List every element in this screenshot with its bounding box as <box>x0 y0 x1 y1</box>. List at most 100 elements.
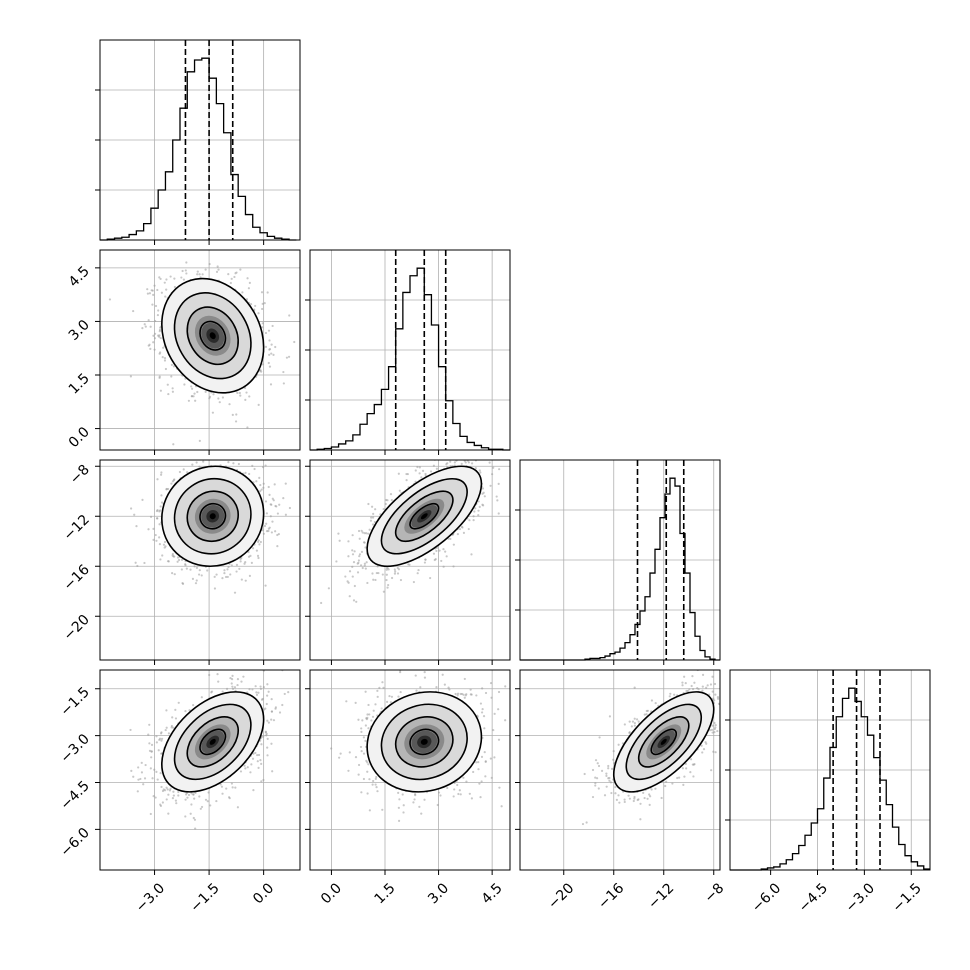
scatter-point <box>358 537 361 540</box>
scatter-point <box>637 720 640 723</box>
scatter-point <box>274 504 277 508</box>
scatter-point <box>246 766 249 769</box>
scatter-point <box>633 722 636 725</box>
scatter-point <box>357 763 361 767</box>
scatter-point <box>141 327 144 330</box>
scatter-point <box>143 777 147 780</box>
scatter-point <box>234 420 238 423</box>
scatter-point <box>142 783 145 786</box>
scatter-point <box>477 500 480 503</box>
scatter-point <box>264 731 268 734</box>
scatter-point <box>483 751 486 754</box>
scatter-point <box>147 528 150 531</box>
scatter-point <box>162 543 166 546</box>
scatter-point <box>453 788 456 791</box>
scatter-point <box>153 337 157 340</box>
scatter-point <box>692 763 695 766</box>
scatter-point <box>339 752 342 755</box>
scatter-point <box>477 761 480 764</box>
scatter-point <box>673 693 676 696</box>
scatter-point <box>446 786 449 790</box>
scatter-point <box>370 505 374 508</box>
scatter-point <box>382 686 385 689</box>
scatter-point <box>236 678 240 681</box>
scatter-point <box>369 519 373 522</box>
scatter-point <box>711 731 714 734</box>
scatter-point <box>150 750 153 753</box>
scatter-point <box>320 601 323 605</box>
scatter-panel-1-2 <box>305 459 511 665</box>
scatter-point <box>449 537 452 541</box>
scatter-point <box>259 483 262 487</box>
scatter-point <box>368 528 371 531</box>
scatter-point <box>363 532 366 535</box>
scatter-point <box>172 365 176 368</box>
scatter-point <box>385 566 388 569</box>
scatter-point <box>493 712 496 715</box>
scatter-point <box>504 685 507 688</box>
scatter-point <box>386 700 389 704</box>
scatter-point <box>278 503 281 506</box>
scatter-point <box>238 567 241 570</box>
scatter-point <box>617 743 620 746</box>
scatter-point <box>351 565 354 568</box>
scatter-point <box>689 758 693 761</box>
scatter-point <box>254 304 257 308</box>
scatter-point <box>141 498 144 501</box>
scatter-point <box>140 761 143 764</box>
scatter-point <box>335 560 338 563</box>
scatter-point <box>357 561 360 564</box>
scatter-point <box>272 719 276 722</box>
scatter-point <box>108 298 112 301</box>
scatter-point <box>199 807 202 810</box>
scatter-point <box>268 347 272 351</box>
scatter-point <box>157 309 160 312</box>
scatter-point <box>650 699 654 702</box>
scatter-point <box>252 789 255 792</box>
scatter-point <box>701 751 704 754</box>
scatter-point <box>484 760 487 764</box>
scatter-point <box>367 727 370 730</box>
scatter-point <box>287 691 290 694</box>
scatter-point <box>248 574 252 578</box>
scatter-point <box>144 325 147 328</box>
scatter-point <box>154 796 157 799</box>
scatter-point <box>172 790 175 793</box>
scatter-point <box>469 688 472 691</box>
scatter-point <box>195 579 198 582</box>
scatter-point <box>196 270 199 273</box>
scatter-point <box>378 686 381 690</box>
scatter-point <box>711 690 714 693</box>
scatter-point <box>479 796 482 799</box>
scatter-point <box>210 691 213 694</box>
scatter-point <box>257 556 260 560</box>
scatter-point <box>217 268 220 271</box>
scatter-point <box>344 575 347 578</box>
scatter-point <box>163 546 166 549</box>
contour-line <box>394 490 454 543</box>
contour-line <box>186 306 239 366</box>
scatter-point <box>607 777 610 780</box>
scatter-point <box>165 278 168 281</box>
scatter-point <box>204 798 208 801</box>
scatter-point <box>709 729 712 732</box>
panel-frame <box>99 669 301 871</box>
scatter-point <box>456 692 460 695</box>
scatter-point <box>177 790 180 794</box>
scatter-point <box>284 482 287 485</box>
scatter-point <box>713 682 717 686</box>
scatter-point <box>171 716 174 719</box>
scatter-point <box>375 775 378 779</box>
scatter-point <box>193 797 196 800</box>
scatter-point <box>435 686 438 689</box>
scatter-point <box>605 774 608 777</box>
scatter-point <box>360 529 363 532</box>
scatter-point <box>164 728 167 732</box>
scatter-point <box>146 292 150 295</box>
scatter-point <box>271 520 274 523</box>
scatter-point <box>288 314 291 317</box>
scatter-point <box>716 697 720 700</box>
scatter-point <box>160 739 163 742</box>
scatter-point <box>483 727 486 730</box>
scatter-point <box>255 691 258 694</box>
